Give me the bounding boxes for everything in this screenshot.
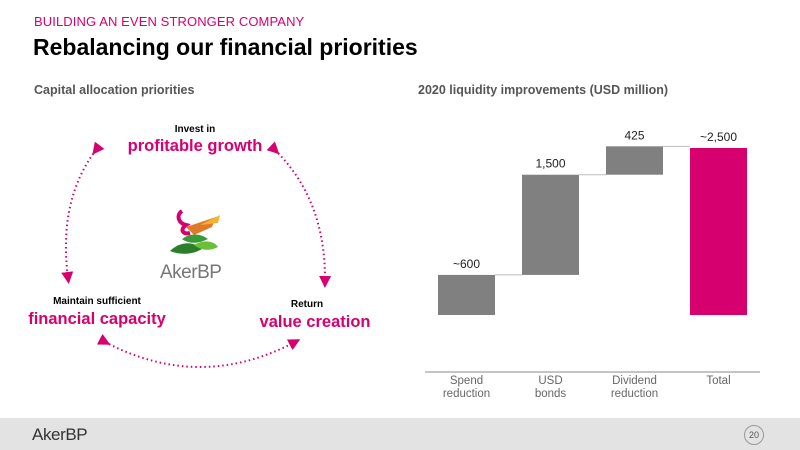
section-kicker: BUILDING AN EVEN STRONGER COMPANY xyxy=(34,14,305,29)
priority-top-big: profitable growth xyxy=(127,137,263,155)
bar-0 xyxy=(438,274,495,315)
category-label-1: USD bonds xyxy=(535,375,567,400)
data-label-0: ~600 xyxy=(453,257,480,271)
footer-logo-text: AkerBP xyxy=(32,425,88,444)
priority-right-big: value creation xyxy=(259,313,371,331)
bar-2 xyxy=(606,146,663,175)
footer-bar: AkerBP 20 xyxy=(0,418,800,450)
category-label-0: Spend reduction xyxy=(443,375,490,400)
page-number: 20 xyxy=(744,425,764,445)
capital-allocation-subtitle: Capital allocation priorities xyxy=(34,83,195,97)
priority-top-small: Invest in xyxy=(174,124,216,135)
category-label-3: Total xyxy=(706,375,730,387)
akerbp-logo-text: AkerBP xyxy=(160,262,222,283)
data-label-1: 1,500 xyxy=(535,157,565,171)
priorities-cycle-arrows xyxy=(61,141,332,368)
priority-left-big: financial capacity xyxy=(28,310,166,328)
chart-subtitle: 2020 liquidity improvements (USD million… xyxy=(418,83,669,97)
data-label-3: ~2,500 xyxy=(700,130,737,144)
category-label-2: Dividend reduction xyxy=(611,375,658,400)
priority-right-small: Return xyxy=(290,299,324,310)
bar-1 xyxy=(522,174,579,275)
liquidity-waterfall-chart: ~600 1,500 425 ~2,500 Spend reduction USD bond… xyxy=(425,128,760,400)
bar-3 xyxy=(690,148,747,315)
akerbp-logo-icon xyxy=(170,209,220,254)
data-label-2: 425 xyxy=(624,128,644,142)
page-title: Rebalancing our financial priorities xyxy=(33,34,418,60)
priority-left-small: Maintain sufficient xyxy=(53,296,141,307)
